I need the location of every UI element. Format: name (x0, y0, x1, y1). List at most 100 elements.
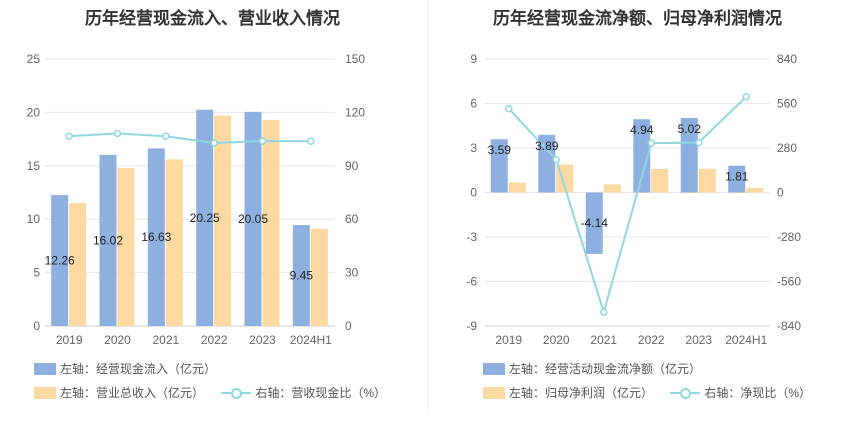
y-left-tick-label: 5 (33, 266, 40, 280)
x-tick-label: 2023 (685, 333, 712, 347)
bar-primary (147, 148, 165, 326)
y-right-tick-label: 560 (777, 97, 797, 111)
y-left-tick-label: 20 (27, 105, 41, 119)
legend-label: 左轴：归母净利润（亿元） (509, 386, 654, 400)
bar-secondary (117, 167, 135, 326)
y-right-tick-label: 0 (777, 186, 784, 200)
bar-secondary (165, 159, 183, 326)
y-left-tick-label: 3 (470, 141, 477, 155)
legend-label: 右轴：净现比（%） (704, 386, 812, 400)
bar-primary (244, 111, 262, 326)
bar-secondary (262, 119, 280, 326)
ratio-point (113, 129, 122, 138)
bar-data-label: 20.25 (190, 211, 220, 225)
bar-secondary (698, 168, 716, 193)
legend-item-net-cash-flow[interactable]: 左轴：经营活动现金流净额（亿元） (483, 362, 701, 376)
ratio-point (695, 138, 703, 147)
y-right-tick-label: 90 (345, 159, 359, 173)
cash-inflow-revenue-chart: 0 5 10 15 20 25 0 30 60 90 120 150 2019 2020 2021 2022 2… (27, 52, 366, 347)
ratio-point (552, 155, 560, 164)
x-tick-label: 2023 (249, 333, 276, 347)
legend-swatch-icon (483, 363, 505, 375)
legend-row-1: 左轴：经营现金流入（亿元） (34, 360, 230, 377)
legend-row-1: 左轴：经营活动现金流净额（亿元） (483, 360, 715, 377)
y-left-tick-label: -9 (466, 319, 477, 333)
legend-item-net-cash-ratio[interactable]: 右轴：净现比（%） (670, 386, 811, 400)
ratio-point (742, 92, 750, 101)
x-tick-label: 2022 (201, 333, 228, 347)
legend-item-revenue[interactable]: 左轴：营业总收入（亿元） (34, 386, 204, 400)
y-right-tick-label: -560 (777, 275, 801, 289)
ratio-point (65, 132, 73, 141)
legend-row-2: 左轴：营业总收入（亿元） 右轴：营收现金比（%） (34, 384, 400, 401)
ratio-point (505, 104, 513, 113)
bar-data-label: 4.94 (630, 123, 654, 137)
bar-primary (196, 109, 214, 326)
y-left-tick-label: 9 (470, 52, 477, 66)
legend-line-icon (221, 387, 252, 399)
x-tick-label: 2024H1 (290, 333, 332, 347)
ratio-point (258, 137, 267, 145)
bar-secondary (69, 203, 87, 326)
bar-secondary (746, 188, 764, 193)
y-right-tick-label: 280 (777, 141, 797, 155)
bar-data-label: 5.02 (678, 122, 702, 136)
bar-secondary (651, 168, 669, 193)
y-left-tick-label: 25 (27, 52, 41, 66)
y-right-tick-label: 0 (345, 319, 352, 333)
x-tick-label: 2021 (152, 333, 179, 347)
legend-label: 左轴：经营现金流入（亿元） (60, 362, 217, 376)
ratio-point (210, 139, 218, 147)
bar-primary (99, 154, 117, 326)
y-right-tick-label: -280 (777, 230, 801, 244)
y-left-tick-label: 15 (27, 159, 41, 173)
bar-data-label: 3.89 (535, 139, 559, 153)
legend-label: 右轴：营收现金比（%） (255, 386, 387, 400)
y-right-tick-label: 150 (345, 52, 365, 66)
x-tick-label: 2019 (56, 333, 83, 347)
bar-data-label: 12.26 (45, 254, 75, 268)
bar-data-label: -4.14 (581, 216, 609, 230)
ratio-point (647, 139, 655, 147)
y-right-tick-label: -840 (777, 319, 801, 333)
legend-item-cash-inflow[interactable]: 左轴：经营现金流入（亿元） (34, 362, 216, 376)
legend-label: 左轴：经营活动现金流净额（亿元） (509, 362, 702, 376)
bar-primary (538, 134, 556, 193)
y-right-tick-label: 60 (345, 212, 359, 226)
bar-data-label: 1.81 (725, 170, 749, 184)
bar-primary (680, 118, 698, 193)
net-cash-profit-panel: 历年经营现金流净额、归母净利润情况 -9 -6 -3 0 3 6 9 -840 -560 -280… (425, 0, 850, 437)
bar-secondary (603, 184, 621, 193)
legend-label: 左轴：营业总收入（亿元） (60, 386, 205, 400)
bar-data-label: 3.59 (488, 143, 512, 157)
net-cash-profit-chart: -9 -6 -3 0 3 6 9 -840 -560 -280 0 280 560 840 2019 2020… (466, 52, 801, 347)
y-left-tick-label: 0 (470, 186, 477, 200)
ratio-point (307, 137, 315, 145)
x-tick-label: 2019 (495, 333, 522, 347)
x-tick-label: 2020 (543, 333, 570, 347)
ratio-line (508, 95, 747, 316)
x-tick-label: 2024H1 (725, 333, 767, 347)
legend-item-cash-ratio[interactable]: 右轴：营收现金比（%） (221, 386, 386, 400)
bar-secondary (310, 228, 328, 326)
ratio-point (162, 132, 170, 141)
ratio-point (600, 308, 608, 316)
x-tick-label: 2021 (590, 333, 617, 347)
bar-secondary (214, 115, 232, 326)
bar-primary (51, 195, 69, 326)
legend-line-icon (670, 387, 701, 399)
legend-row-2: 左轴：归母净利润（亿元） 右轴：净现比（%） (483, 384, 825, 401)
bar-primary (490, 139, 508, 193)
y-right-tick-label: 30 (345, 266, 359, 280)
bar-primary (728, 165, 746, 193)
y-left-tick-label: 0 (33, 319, 40, 333)
chart-title: 历年经营现金流净额、归母净利润情况 (493, 9, 782, 28)
cash-inflow-revenue-panel: 历年经营现金流入、营业收入情况 0 5 10 15 20 25 0 30 60 90 120 150 2… (27, 9, 400, 401)
y-left-tick-label: 6 (470, 97, 477, 111)
y-left-tick-label: -3 (466, 230, 477, 244)
bar-data-label: 9.45 (290, 269, 314, 283)
legend-item-net-profit[interactable]: 左轴：归母净利润（亿元） (483, 386, 653, 400)
y-right-tick-label: 840 (777, 52, 797, 66)
x-tick-label: 2020 (104, 333, 131, 347)
bar-data-label: 20.05 (238, 212, 268, 226)
